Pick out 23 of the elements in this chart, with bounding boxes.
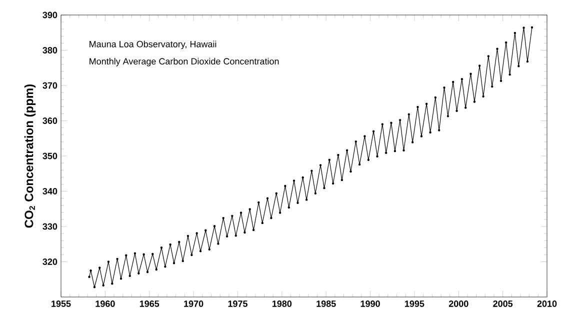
x-tick-label: 1975 bbox=[228, 300, 248, 307]
x-tick-label: 2010 bbox=[537, 300, 557, 307]
x-tick-label: 1970 bbox=[184, 300, 204, 307]
x-tick-label: 2000 bbox=[448, 300, 468, 307]
x-tick-label: 1980 bbox=[272, 300, 292, 307]
x-tick-label: 2005 bbox=[493, 300, 513, 307]
y-tick-label: 340 bbox=[42, 188, 58, 194]
x-tick-label: 1960 bbox=[96, 300, 115, 307]
x-tick-label: 1965 bbox=[140, 300, 160, 307]
annotation: Mauna Loa Observatory, Hawaii bbox=[90, 40, 216, 50]
y-tick-label: 380 bbox=[42, 47, 58, 54]
annotation: Monthly Average Carbon Dioxide Concentration bbox=[90, 58, 279, 66]
y-tick-label: 390 bbox=[42, 12, 58, 18]
y-tick-label: 350 bbox=[42, 152, 58, 160]
y-tick-label: 320 bbox=[42, 258, 58, 265]
x-tick-label: 1985 bbox=[316, 300, 336, 307]
x-tick-label: 1995 bbox=[405, 300, 424, 307]
x-tick-label: 1990 bbox=[360, 300, 380, 307]
y-tick-label: 360 bbox=[42, 118, 58, 124]
y-axis-title: CO$_{2}$ Concentration (ppm) bbox=[24, 84, 36, 228]
x-tick-label: 1955 bbox=[52, 300, 71, 307]
y-tick-label: 330 bbox=[42, 223, 58, 230]
y-tick-label: 370 bbox=[42, 82, 58, 89]
